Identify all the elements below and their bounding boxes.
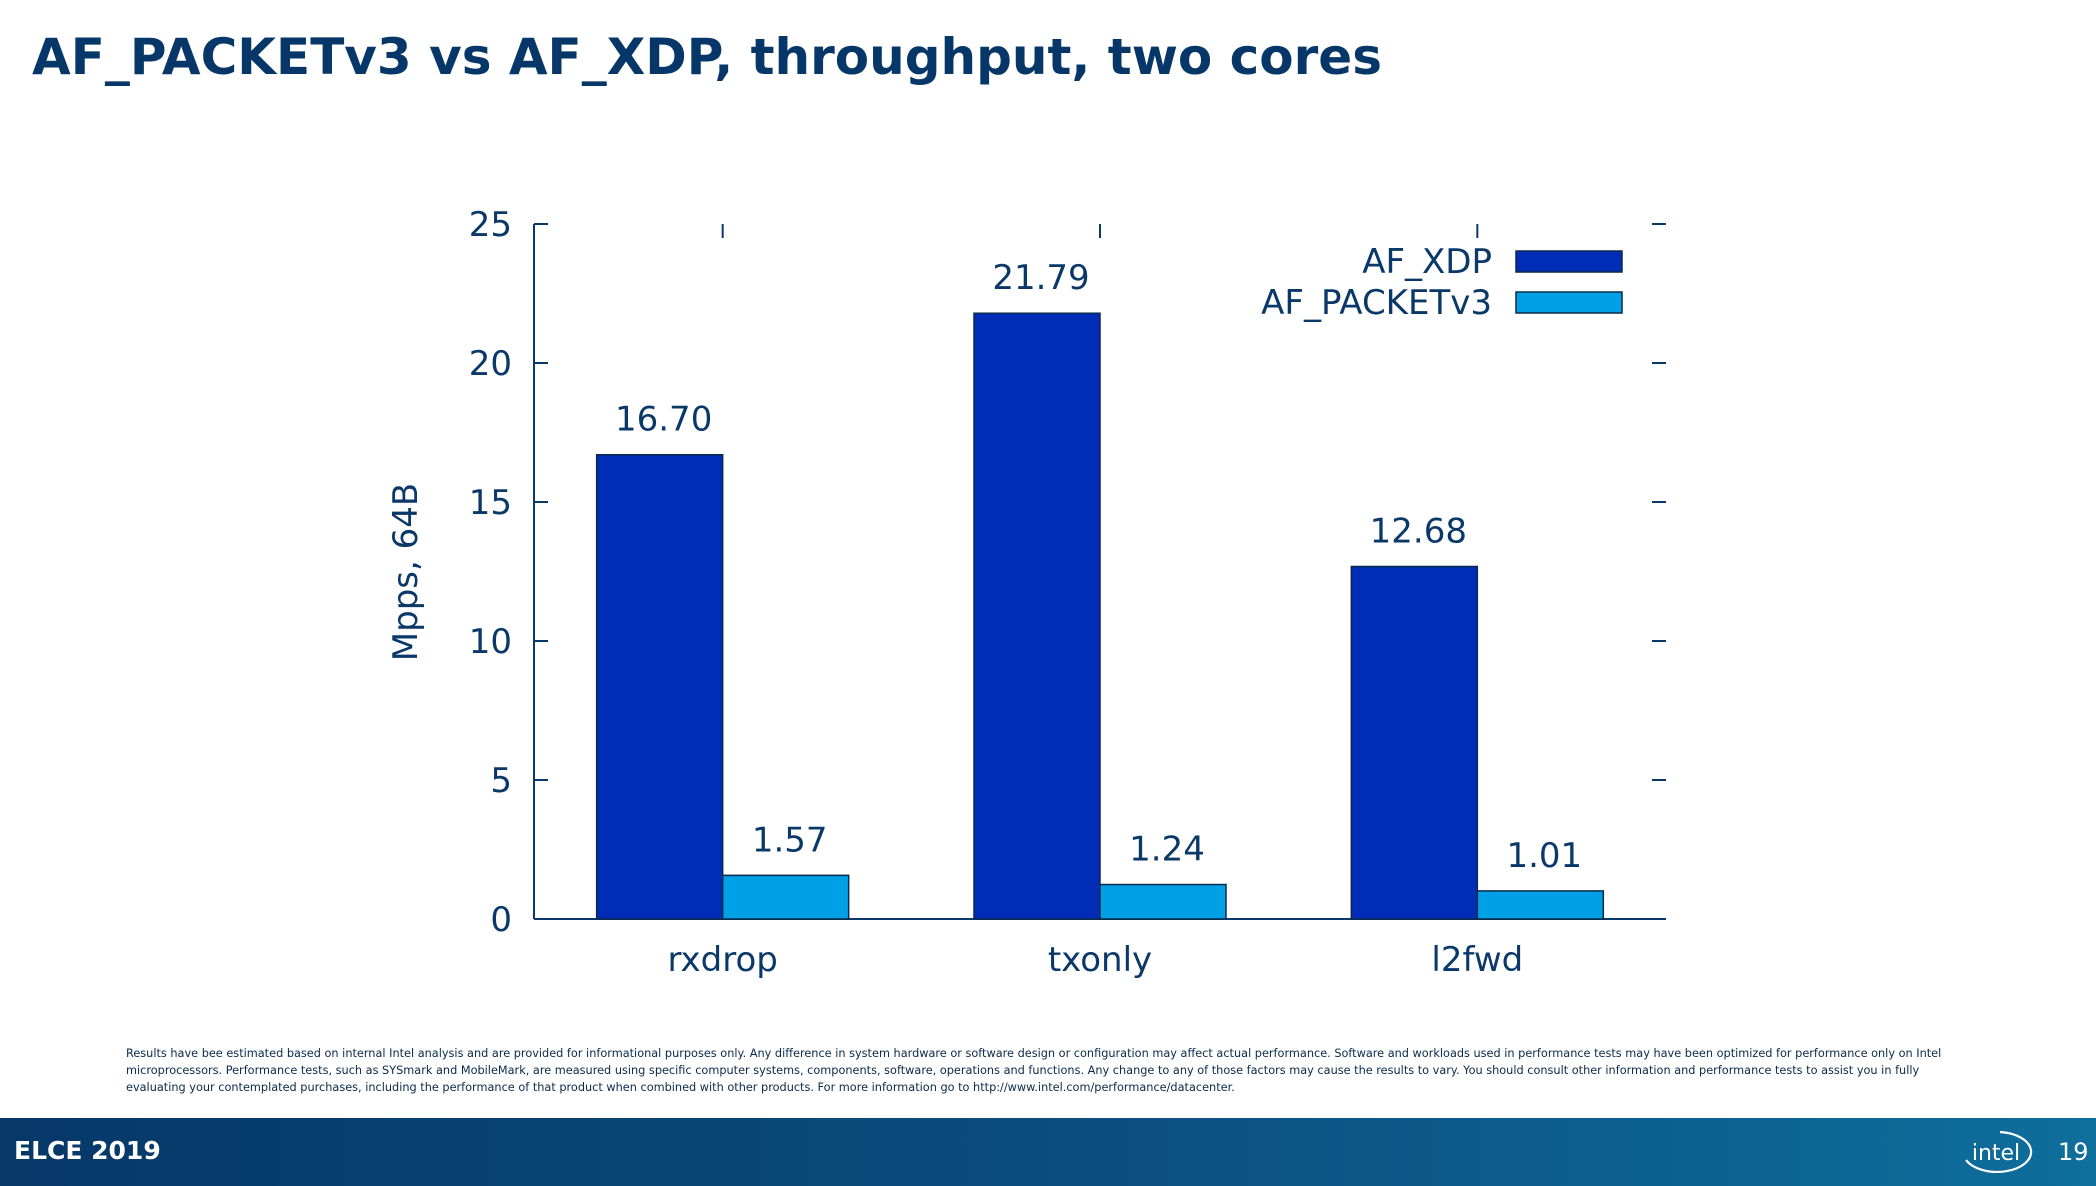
bar-af_packetv3 xyxy=(1476,890,1605,920)
data-label: 12.68 xyxy=(1370,511,1467,551)
bar-af_packetv3 xyxy=(721,874,850,920)
data-label: 1.57 xyxy=(752,820,828,860)
y-tick-label: 10 xyxy=(469,622,512,662)
y-axis-label: Mpps, 64B xyxy=(386,483,426,661)
y-tick-label: 0 xyxy=(490,900,512,940)
x-tick-label: rxdrop xyxy=(667,940,777,980)
bar-af_xdp xyxy=(973,312,1101,920)
bar-af_packetv3 xyxy=(1099,883,1227,920)
x-tick-label: l2fwd xyxy=(1431,940,1523,980)
data-label: 1.01 xyxy=(1506,836,1582,876)
slide-title: AF_PACKETv3 vs AF_XDP, throughput, two c… xyxy=(32,28,1382,86)
data-label: 21.79 xyxy=(992,258,1089,298)
legend-label: AF_XDP xyxy=(1362,242,1492,282)
y-tick-label: 5 xyxy=(490,761,512,801)
bar-af_xdp xyxy=(595,453,724,920)
legend-swatch-af_xdp xyxy=(1515,250,1623,273)
data-label: 1.24 xyxy=(1129,830,1205,870)
page-number: 19 xyxy=(2058,1138,2089,1166)
legend-label: AF_PACKETv3 xyxy=(1261,283,1492,323)
x-tick-label: txonly xyxy=(1048,940,1152,980)
bar-af_xdp xyxy=(1350,565,1479,920)
y-tick-label: 25 xyxy=(469,205,512,245)
throughput-bar-chart: 0 5 10 15 20 25 Mpps, 64B rxdrop 16.70 1.57 txonly… xyxy=(386,205,1666,980)
legend-swatch-af_packetv3 xyxy=(1515,291,1623,314)
y-tick-label: 15 xyxy=(469,483,512,523)
disclaimer-text: Results have bee estimated based on inte… xyxy=(126,1047,1942,1094)
intel-logo-text: intel xyxy=(1972,1141,2020,1166)
y-tick-label: 20 xyxy=(469,344,512,384)
intel-logo: intel xyxy=(1965,1130,2033,1174)
event-label: ELCE 2019 xyxy=(14,1136,161,1165)
footer-bar: ELCE 2019 intel 19 xyxy=(0,1118,2096,1186)
data-label: 16.70 xyxy=(615,400,712,440)
